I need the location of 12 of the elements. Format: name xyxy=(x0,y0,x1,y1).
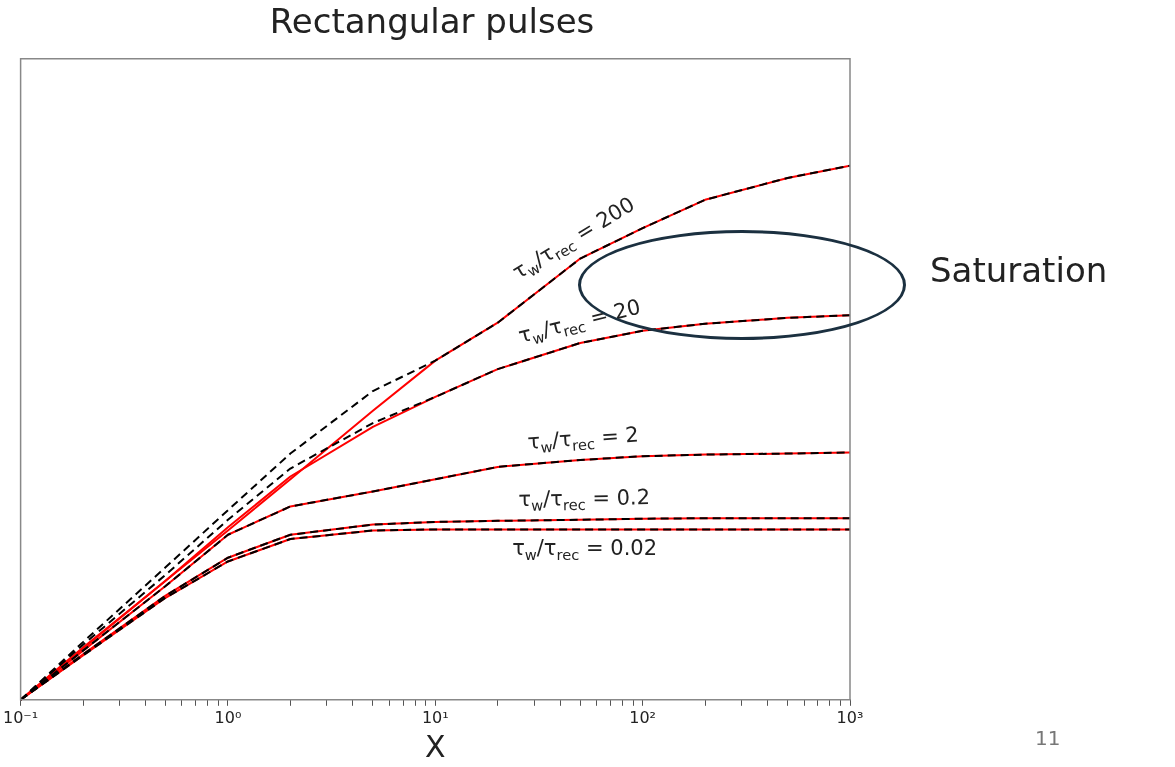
text: 11 xyxy=(1035,726,1061,750)
x-tick-label: 10³ xyxy=(836,707,864,727)
x-tick-label: 10¹ xyxy=(421,707,449,727)
x-axis-title: X xyxy=(425,728,446,764)
x-tick-label: 10⁰ xyxy=(214,707,242,727)
text: τw/τrec = 200 xyxy=(508,191,639,285)
chart-title: Rectangular pulses xyxy=(269,1,595,42)
series-label: τw/τrec = 2 xyxy=(526,422,640,456)
text: Saturation xyxy=(930,250,1109,290)
x-tick-label: 10⁻¹ xyxy=(3,707,39,727)
text: τw/τrec = 20 xyxy=(515,294,643,348)
x-tick-label: 10² xyxy=(629,707,657,727)
